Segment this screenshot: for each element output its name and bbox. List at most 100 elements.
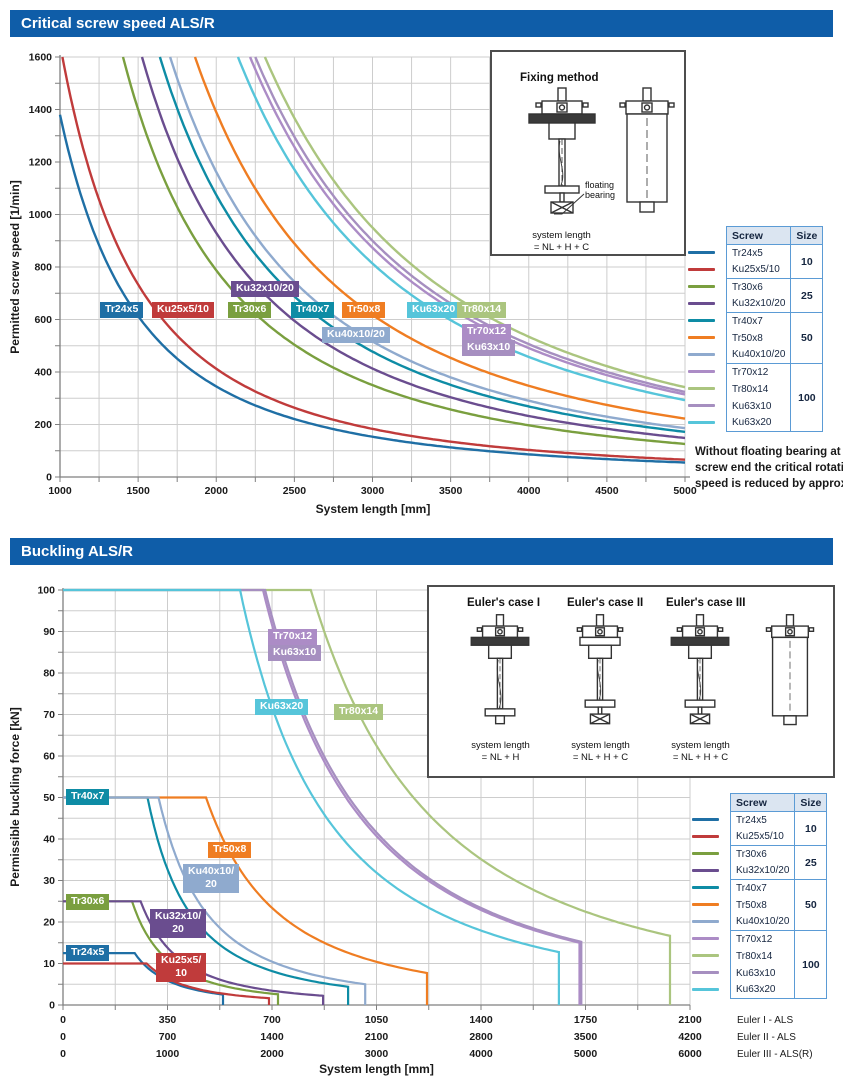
legend-swatch-ku32x10-20 xyxy=(692,869,719,872)
curve-Tr40x7 xyxy=(63,796,350,1005)
curve-label-tr40x7: Tr40x7 xyxy=(66,789,110,805)
svg-text:2500: 2500 xyxy=(283,485,307,497)
curve-label-tr80x14: Tr80x14 xyxy=(457,302,507,318)
legend-screw-name: Ku63x20 xyxy=(725,414,791,432)
euler-case-1-diagram xyxy=(459,613,541,735)
chart1-axes xyxy=(55,55,690,482)
svg-text:80: 80 xyxy=(43,668,55,680)
legend-row: Tr70x12 100 xyxy=(725,363,824,432)
svg-text:4000: 4000 xyxy=(517,485,541,497)
euler-case-3-diagram xyxy=(659,613,741,735)
legend-screw-name: Ku40x10/20 xyxy=(725,346,791,364)
floating-bearing-note: Without floating bearing at the screw en… xyxy=(695,446,843,490)
curve-label-ku40x10-20: Ku40x10/20 xyxy=(183,864,240,893)
legend-screw-name: Tr80x14 xyxy=(729,947,795,965)
curve-label-tr80x14: Tr80x14 xyxy=(334,704,384,720)
svg-text:5000: 5000 xyxy=(673,485,697,497)
legend-row: Tr70x12 100 xyxy=(729,930,828,999)
svg-text:1750: 1750 xyxy=(574,1014,598,1026)
curve-Ku32x10/20 xyxy=(63,900,325,1005)
legend-header-screw: Screw xyxy=(729,793,796,812)
curve-Tr40x7 xyxy=(158,56,686,434)
legend-screw-name: Tr80x14 xyxy=(725,380,791,398)
svg-text:100: 100 xyxy=(37,585,55,597)
legend-screw-name: Tr24x5 xyxy=(729,811,795,829)
svg-text:1400: 1400 xyxy=(29,104,53,116)
curve-label-tr24x5: Tr24x5 xyxy=(100,302,144,318)
section-header-buckling: Buckling ALS/R xyxy=(10,538,833,565)
legend-swatch-tr30x6 xyxy=(688,285,715,288)
svg-text:1000: 1000 xyxy=(156,1048,180,1060)
legend-row: Ku25x5/10 xyxy=(725,261,823,279)
euler-case-2-diagram xyxy=(559,613,641,735)
legend-swatch-tr80x14 xyxy=(692,954,719,957)
svg-text:60: 60 xyxy=(43,751,55,763)
curve-label-ku25x5-10: Ku25x5/10 xyxy=(156,953,207,982)
legend-screw-name: Ku63x20 xyxy=(729,981,795,999)
curve-Tr50x8 xyxy=(63,796,429,1005)
legend-swatch-ku25x5-10 xyxy=(692,835,719,838)
legend-screw-name: Tr40x7 xyxy=(729,879,795,897)
curve-label-ku25x5-10: Ku25x5/10 xyxy=(152,302,214,318)
svg-text:50: 50 xyxy=(43,792,55,804)
euler-case-3-caption: system length = NL + H + C xyxy=(671,740,730,763)
svg-text:1600: 1600 xyxy=(29,52,53,64)
legend-row: Tr40x7 50 xyxy=(725,312,824,364)
legend-screw-name: Tr40x7 xyxy=(725,312,791,330)
section-header-critical-speed: Critical screw speed ALS/R xyxy=(10,10,833,37)
legend-row: Ku40x10/20 xyxy=(729,913,827,931)
legend-size-value: 10 xyxy=(794,811,828,846)
svg-text:4200: 4200 xyxy=(678,1031,702,1043)
svg-text:3000: 3000 xyxy=(361,485,385,497)
svg-text:1500: 1500 xyxy=(126,485,150,497)
svg-text:5000: 5000 xyxy=(574,1048,598,1060)
legend-swatch-ku32x10-20 xyxy=(688,302,715,305)
legend-swatch-ku63x10 xyxy=(692,971,719,974)
legend-size-value: 100 xyxy=(790,363,824,432)
euler-case-1-title: Euler's case I xyxy=(467,597,541,609)
curve-label-ku63x10: Ku63x10 xyxy=(268,645,322,661)
svg-text:6000: 6000 xyxy=(678,1048,702,1060)
fixing-method-diagram-floating-bearing xyxy=(517,86,607,236)
legend-swatch-ku40x10-20 xyxy=(688,353,715,356)
legend-row: Tr30x6 25 xyxy=(729,845,828,880)
legend-screw-name: Tr24x5 xyxy=(725,244,791,262)
fixing-method-inset: Fixing method floatin xyxy=(490,50,686,256)
svg-text:1000: 1000 xyxy=(48,485,72,497)
svg-text:2000: 2000 xyxy=(205,485,229,497)
euler-covered-screw-diagram xyxy=(754,613,826,735)
svg-text:1000: 1000 xyxy=(29,209,53,221)
curve-Ku63x10 xyxy=(63,588,583,1005)
legend-row: Ku25x5/10 xyxy=(729,828,827,846)
legend-screw-name: Tr50x8 xyxy=(725,329,791,347)
curve-label-tr24x5: Tr24x5 xyxy=(66,945,110,961)
curve-label-ku63x20: Ku63x20 xyxy=(255,699,309,715)
fixing-method-diagram-covered xyxy=(612,86,682,236)
legend-header-size: Size xyxy=(794,793,828,812)
svg-text:200: 200 xyxy=(34,419,52,431)
legend-row: Ku63x10 xyxy=(729,964,827,982)
legend-swatch-ku63x20 xyxy=(688,421,715,424)
curve-Tr70x12 xyxy=(248,56,686,396)
curve-Tr30x6 xyxy=(121,56,685,446)
legend-screw-name: Ku63x10 xyxy=(725,397,791,415)
svg-text:70: 70 xyxy=(43,709,55,721)
legend-row: Tr80x14 xyxy=(729,947,827,965)
legend-swatch-tr70x12 xyxy=(692,937,719,940)
chart2-curves xyxy=(63,588,672,1005)
legend-row: Ku63x10 xyxy=(725,397,823,415)
svg-text:1050: 1050 xyxy=(365,1014,389,1026)
svg-text:10: 10 xyxy=(43,958,55,970)
svg-text:3500: 3500 xyxy=(439,485,463,497)
svg-text:3500: 3500 xyxy=(574,1031,598,1043)
legend-screw-name: Tr30x6 xyxy=(725,278,791,296)
legend-size-value: 25 xyxy=(790,278,824,313)
svg-text:700: 700 xyxy=(263,1014,281,1026)
legend-table: Screw Size Tr24x5 10 Ku25x5/10 Tr30x6 25 Ku32x1… xyxy=(729,793,828,999)
euler-case-3-title: Euler's case III xyxy=(666,597,746,609)
legend-screw-name: Tr50x8 xyxy=(729,896,795,914)
curve-label-ku32x10-20: Ku32x10/20 xyxy=(150,909,207,938)
legend-screw-name: Ku32x10/20 xyxy=(725,295,791,313)
legend-screw-name: Tr30x6 xyxy=(729,845,795,863)
fixing-method-caption: system length = NL + H + C xyxy=(532,230,591,253)
